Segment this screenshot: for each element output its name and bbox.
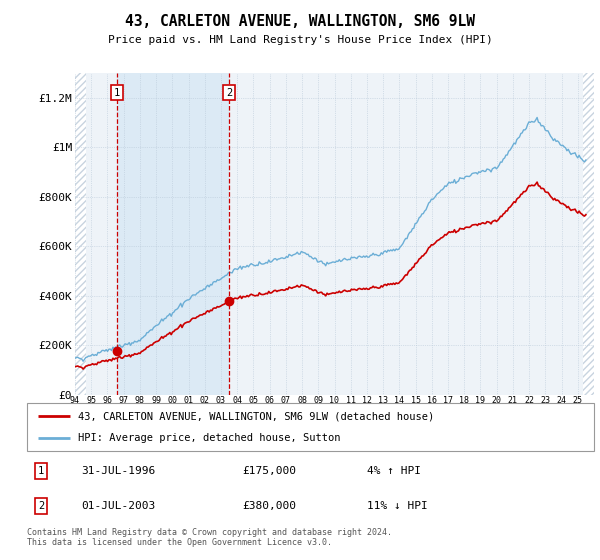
Bar (583, 73, 594, 395)
Text: 1: 1 (38, 466, 44, 476)
Text: 31-JUL-1996: 31-JUL-1996 (81, 466, 155, 476)
Text: Price paid vs. HM Land Registry's House Price Index (HPI): Price paid vs. HM Land Registry's House … (107, 35, 493, 45)
Text: 11% ↓ HPI: 11% ↓ HPI (367, 501, 428, 511)
Bar (117, 73, 229, 395)
Text: 43, CARLETON AVENUE, WALLINGTON, SM6 9LW: 43, CARLETON AVENUE, WALLINGTON, SM6 9LW (125, 14, 475, 29)
Text: 43, CARLETON AVENUE, WALLINGTON, SM6 9LW (detached house): 43, CARLETON AVENUE, WALLINGTON, SM6 9LW… (78, 411, 434, 421)
FancyBboxPatch shape (27, 403, 594, 451)
Text: 2: 2 (38, 501, 44, 511)
Text: Contains HM Land Registry data © Crown copyright and database right 2024.
This d: Contains HM Land Registry data © Crown c… (27, 528, 392, 547)
Bar (75, 73, 86, 395)
Text: £175,000: £175,000 (242, 466, 296, 476)
Text: £380,000: £380,000 (242, 501, 296, 511)
Text: 1: 1 (114, 87, 120, 97)
Text: 01-JUL-2003: 01-JUL-2003 (81, 501, 155, 511)
Text: HPI: Average price, detached house, Sutton: HPI: Average price, detached house, Sutt… (78, 433, 341, 443)
Text: 4% ↑ HPI: 4% ↑ HPI (367, 466, 421, 476)
Text: 2: 2 (226, 87, 232, 97)
